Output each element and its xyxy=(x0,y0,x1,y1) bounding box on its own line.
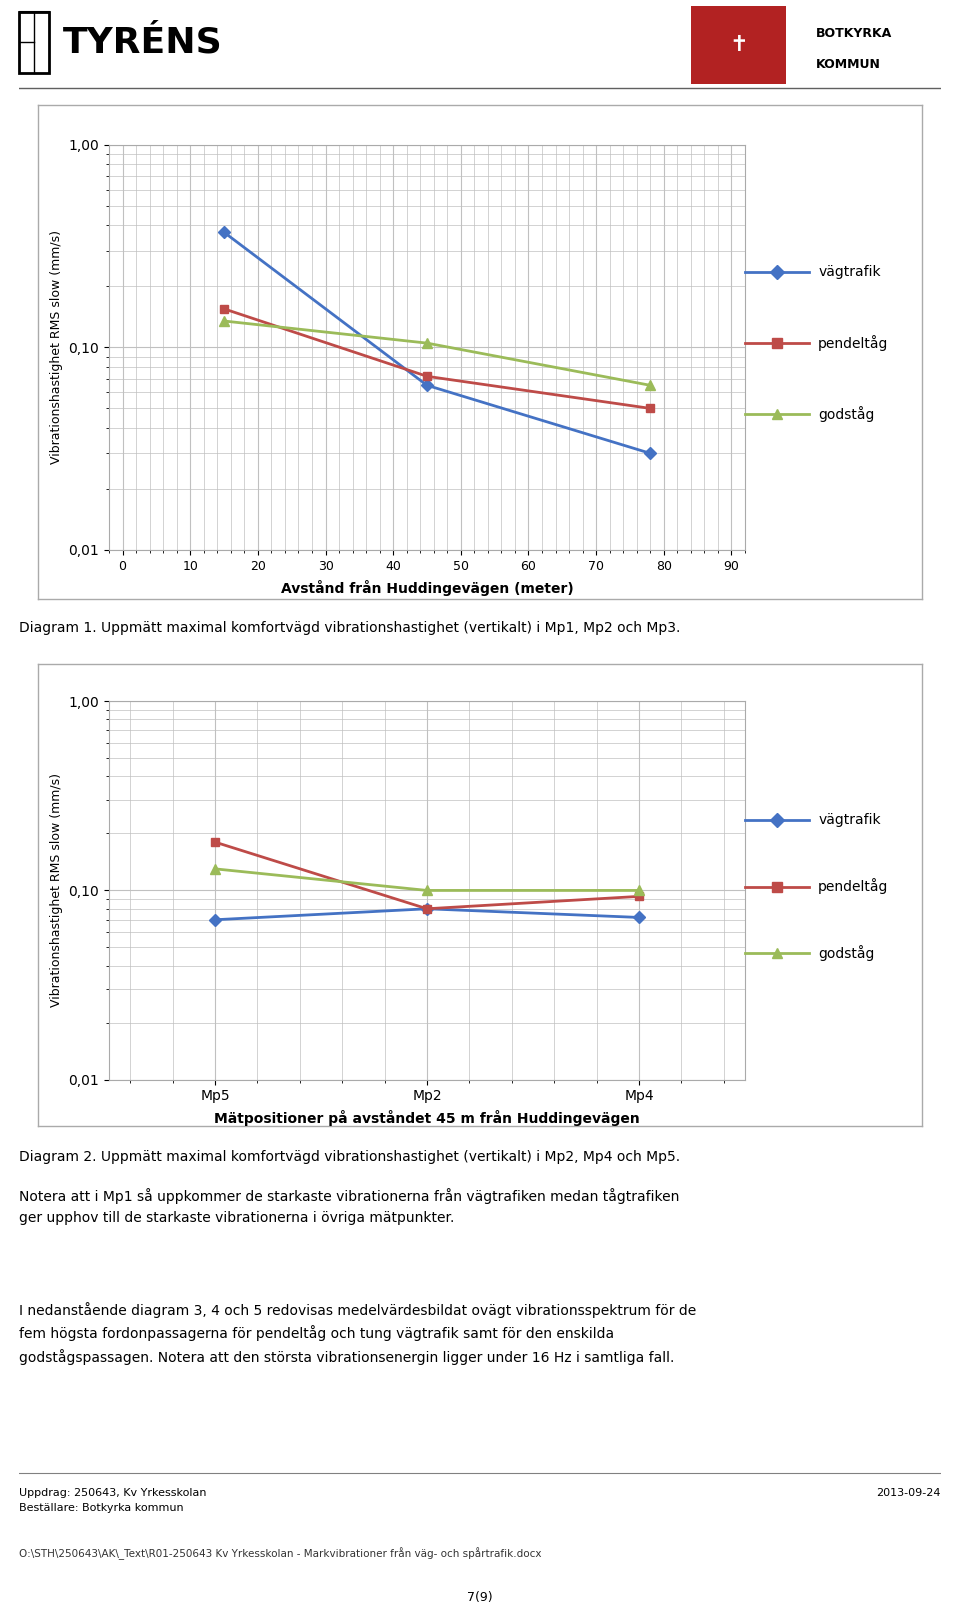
Text: TYRÉNS: TYRÉNS xyxy=(62,26,222,58)
Text: Notera att i Mp1 så uppkommer de starkaste vibrationerna från vägtrafiken medan : Notera att i Mp1 så uppkommer de starkas… xyxy=(19,1189,680,1225)
Text: Diagram 2. Uppmätt maximal komfortvägd vibrationshastighet (vertikalt) i Mp2, Mp: Diagram 2. Uppmätt maximal komfortvägd v… xyxy=(19,1150,681,1165)
Text: vägtrafik: vägtrafik xyxy=(818,813,880,828)
Y-axis label: Vibrationshastighet RMS slow (mm/s): Vibrationshastighet RMS slow (mm/s) xyxy=(50,230,63,465)
Text: 2013-09-24: 2013-09-24 xyxy=(876,1487,941,1497)
Text: Uppdrag: 250643, Kv Yrkesskolan
Beställare: Botkyrka kommun: Uppdrag: 250643, Kv Yrkesskolan Beställa… xyxy=(19,1487,206,1513)
Text: ✝: ✝ xyxy=(730,36,748,55)
Bar xyxy=(19,11,50,73)
Text: I nedanstående diagram 3, 4 och 5 redovisas medelvärdesbildat ovägt vibrationssp: I nedanstående diagram 3, 4 och 5 redovi… xyxy=(19,1302,696,1366)
Text: godståg: godståg xyxy=(818,944,875,961)
Text: pendeltåg: pendeltåg xyxy=(818,335,888,352)
Text: godståg: godståg xyxy=(818,407,875,423)
Bar xyxy=(691,6,786,84)
Text: KOMMUN: KOMMUN xyxy=(816,58,881,71)
Text: vägtrafik: vägtrafik xyxy=(818,266,880,279)
X-axis label: Avstånd från Huddingevägen (meter): Avstånd från Huddingevägen (meter) xyxy=(280,580,573,596)
Text: O:\STH\250643\AK\_Text\R01-250643 Kv Yrkesskolan - Markvibrationer från väg- och: O:\STH\250643\AK\_Text\R01-250643 Kv Yrk… xyxy=(19,1547,541,1560)
Text: pendeltåg: pendeltåg xyxy=(818,878,888,894)
Text: Diagram 1. Uppmätt maximal komfortvägd vibrationshastighet (vertikalt) i Mp1, Mp: Diagram 1. Uppmätt maximal komfortvägd v… xyxy=(19,620,681,635)
Y-axis label: Vibrationshastighet RMS slow (mm/s): Vibrationshastighet RMS slow (mm/s) xyxy=(50,773,63,1008)
Text: 7(9): 7(9) xyxy=(468,1591,492,1604)
X-axis label: Mätpositioner på avståndet 45 m från Huddingevägen: Mätpositioner på avståndet 45 m från Hud… xyxy=(214,1110,640,1126)
Text: BOTKYRKA: BOTKYRKA xyxy=(816,28,892,40)
